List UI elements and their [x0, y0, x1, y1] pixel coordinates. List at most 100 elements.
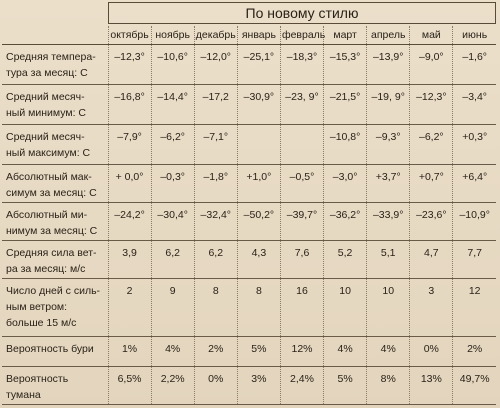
label-line: больше 15 м/с [6, 317, 77, 329]
value-cell: +0,7° [409, 164, 453, 203]
value-cell: + 0,0° [107, 164, 152, 203]
value-cell: –0,3° [150, 164, 195, 203]
value-cell: 6,5% [107, 366, 152, 405]
label-line: тура за месяц: С [6, 67, 88, 79]
value-cell: 6,2 [150, 240, 195, 279]
table-row: Средний месяч-ный минимум: С –16,8° –14,4°… [2, 84, 496, 125]
value-cell: –39,7° [279, 202, 324, 241]
label-line: Средняя темпера- [6, 51, 96, 63]
value-cell: 4,7 [409, 240, 453, 279]
value-cell: 4% [366, 336, 410, 367]
row-label: Средняя сила вет-ра за месяц: м/с [2, 240, 108, 279]
value-cell: +0,3° [452, 124, 496, 165]
value-cell: –24,2° [107, 202, 152, 241]
table-row: Вероятность бури 1% 4% 2% 5% 12% 4% 4% 0% 2% [2, 336, 496, 367]
column-header: июнь [452, 26, 496, 45]
value-cell: 13% [409, 366, 453, 405]
value-cell: +6,4° [452, 164, 496, 203]
value-cell: 1% [107, 336, 152, 367]
column-header: апрель [366, 26, 410, 45]
value-cell: –33,9° [366, 202, 410, 241]
value-cell: 2,4% [279, 366, 324, 405]
label-line: нимум за месяц: С [6, 225, 98, 237]
row-label: Абсолютный ми-нимум за месяц: С [2, 202, 108, 241]
label-line: ный максимум: С [6, 147, 91, 159]
value-cell: +1,0° [236, 164, 281, 203]
row-label: Число дней с силь-ным ветром: больше 15 м… [2, 278, 108, 337]
value-cell: 4,3 [236, 240, 281, 279]
value-cell: 2% [452, 336, 496, 367]
value-cell: 10 [366, 278, 410, 337]
value-cell: –1,6° [452, 44, 496, 85]
column-header: март [323, 26, 367, 45]
value-cell: 6,2 [193, 240, 238, 279]
value-cell: 5% [236, 336, 281, 367]
value-cell: –17,2 [193, 84, 238, 125]
value-cell: –0,5° [279, 164, 324, 203]
value-cell: –13,9° [366, 44, 410, 85]
value-cell: –1,8° [193, 164, 238, 203]
value-cell: 8 [193, 278, 238, 337]
label-line: Абсолютный мак- [6, 171, 92, 183]
label-line: Средний месяч- [6, 131, 85, 143]
corner [2, 26, 108, 45]
value-cell: –10,9° [452, 202, 496, 241]
label-line: ным ветром: [6, 301, 68, 313]
value-cell: 12% [279, 336, 324, 367]
empty-cell [279, 124, 324, 165]
value-cell: 7,6 [279, 240, 324, 279]
column-header: декабрь [193, 26, 238, 45]
row-label: Вероятность тумана [2, 366, 108, 405]
table-row: Средняя сила вет-ра за месяц: м/с 3,9 6,2 6… [2, 240, 496, 279]
header-row: октябрь ноябрь декабрь январь февраль март апр… [2, 26, 496, 45]
value-cell: –12,3° [409, 84, 453, 125]
value-cell: –21,5° [323, 84, 367, 125]
table-row: Число дней с силь-ным ветром: больше 15 м… [2, 278, 496, 337]
value-cell: –14,4° [150, 84, 195, 125]
label-line: ра за месяц: м/с [6, 263, 86, 275]
value-cell: 4% [150, 336, 195, 367]
table-row: Абсолютный мак-симум за месяц: С + 0,0° –0… [2, 164, 496, 203]
value-cell: 3% [236, 366, 281, 405]
value-cell: –18,3° [279, 44, 324, 85]
value-cell: 7,7 [452, 240, 496, 279]
value-cell: 0% [193, 366, 238, 405]
value-cell: –6,2° [409, 124, 453, 165]
label-line: ный минимум: С [6, 107, 86, 119]
value-cell: 5% [323, 366, 367, 405]
label-line: Средняя сила вет- [6, 247, 97, 259]
value-cell: –7,1° [193, 124, 238, 165]
value-cell: 5,2 [323, 240, 367, 279]
column-header: январь [236, 26, 281, 45]
row-label: Абсолютный мак-симум за месяц: С [2, 164, 108, 203]
value-cell: –3,0° [323, 164, 367, 203]
label-line: тумана [6, 389, 41, 401]
label-line: Абсолютный ми- [6, 209, 88, 221]
label-line: Вероятность [6, 373, 69, 385]
row-label: Вероятность бури [2, 336, 108, 367]
column-header: май [409, 26, 453, 45]
value-cell: 8% [366, 366, 410, 405]
column-header: ноябрь [150, 26, 195, 45]
value-cell: 49,7% [452, 366, 496, 405]
value-cell: –23, 9° [279, 84, 324, 125]
value-cell: –9,0° [409, 44, 453, 85]
value-cell: 3 [409, 278, 453, 337]
row-label: Средняя темпера-тура за месяц: С [2, 44, 108, 85]
climate-table: октябрь ноябрь декабрь январь февраль март апр… [2, 26, 496, 405]
value-cell: –12,3° [107, 44, 152, 85]
empty-cell [236, 124, 281, 165]
value-cell: –9,3° [366, 124, 410, 165]
value-cell: 2,2% [150, 366, 195, 405]
value-cell: –32,4° [193, 202, 238, 241]
value-cell: 4% [323, 336, 367, 367]
value-cell: –6,2° [150, 124, 195, 165]
value-cell: –36,2° [323, 202, 367, 241]
value-cell: –12,0° [193, 44, 238, 85]
value-cell: –10,8° [323, 124, 367, 165]
value-cell: –16,8° [107, 84, 152, 125]
table-row: Средняя темпера-тура за месяц: С –12,3° –1… [2, 44, 496, 85]
column-header: октябрь [107, 26, 152, 45]
value-cell: –23,6° [409, 202, 453, 241]
value-cell: –19, 9° [366, 84, 410, 125]
